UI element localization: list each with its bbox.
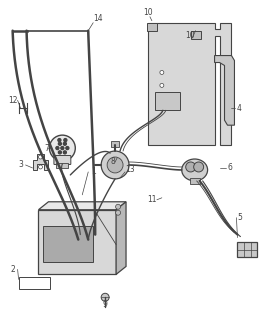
Text: 10: 10 (143, 8, 153, 17)
Circle shape (38, 155, 42, 159)
Bar (19, 277, 50, 289)
Text: 9: 9 (103, 300, 108, 309)
Circle shape (101, 151, 129, 179)
Bar (155, 92, 180, 110)
Bar (56, 163, 68, 168)
Circle shape (64, 139, 67, 141)
Ellipse shape (182, 159, 207, 181)
Circle shape (116, 210, 121, 215)
Text: 13: 13 (125, 165, 135, 174)
Circle shape (66, 147, 69, 149)
Circle shape (63, 142, 66, 145)
Text: 6: 6 (227, 164, 232, 172)
Text: 7: 7 (44, 144, 49, 153)
Circle shape (58, 139, 61, 141)
Polygon shape (116, 202, 126, 274)
Circle shape (160, 70, 164, 75)
Circle shape (50, 135, 75, 161)
Bar (147, 23, 157, 31)
Polygon shape (38, 202, 126, 210)
Circle shape (116, 204, 121, 209)
Polygon shape (148, 23, 232, 145)
Bar (43, 226, 93, 262)
Text: 11: 11 (147, 195, 157, 204)
Text: 12: 12 (8, 96, 17, 105)
Circle shape (186, 162, 196, 172)
Circle shape (58, 151, 61, 154)
Circle shape (38, 165, 42, 169)
Circle shape (194, 162, 204, 172)
Polygon shape (38, 210, 116, 274)
Text: 8: 8 (111, 157, 116, 166)
Circle shape (101, 293, 109, 301)
FancyBboxPatch shape (54, 156, 71, 164)
Circle shape (58, 142, 61, 145)
Circle shape (107, 157, 123, 173)
Bar (237, 242, 257, 258)
Circle shape (61, 147, 64, 149)
Bar (190, 178, 200, 184)
Text: 1: 1 (91, 167, 96, 176)
Text: 14: 14 (93, 14, 103, 23)
Text: 4: 4 (237, 104, 242, 113)
Circle shape (160, 84, 164, 87)
Polygon shape (33, 154, 48, 170)
Circle shape (56, 147, 59, 149)
Bar (111, 141, 119, 147)
Text: 10: 10 (185, 31, 195, 40)
Text: 2: 2 (10, 265, 15, 274)
Polygon shape (215, 56, 235, 125)
Bar (191, 31, 201, 39)
Circle shape (63, 151, 66, 154)
Text: 5: 5 (237, 213, 242, 222)
Text: 3: 3 (18, 160, 23, 170)
